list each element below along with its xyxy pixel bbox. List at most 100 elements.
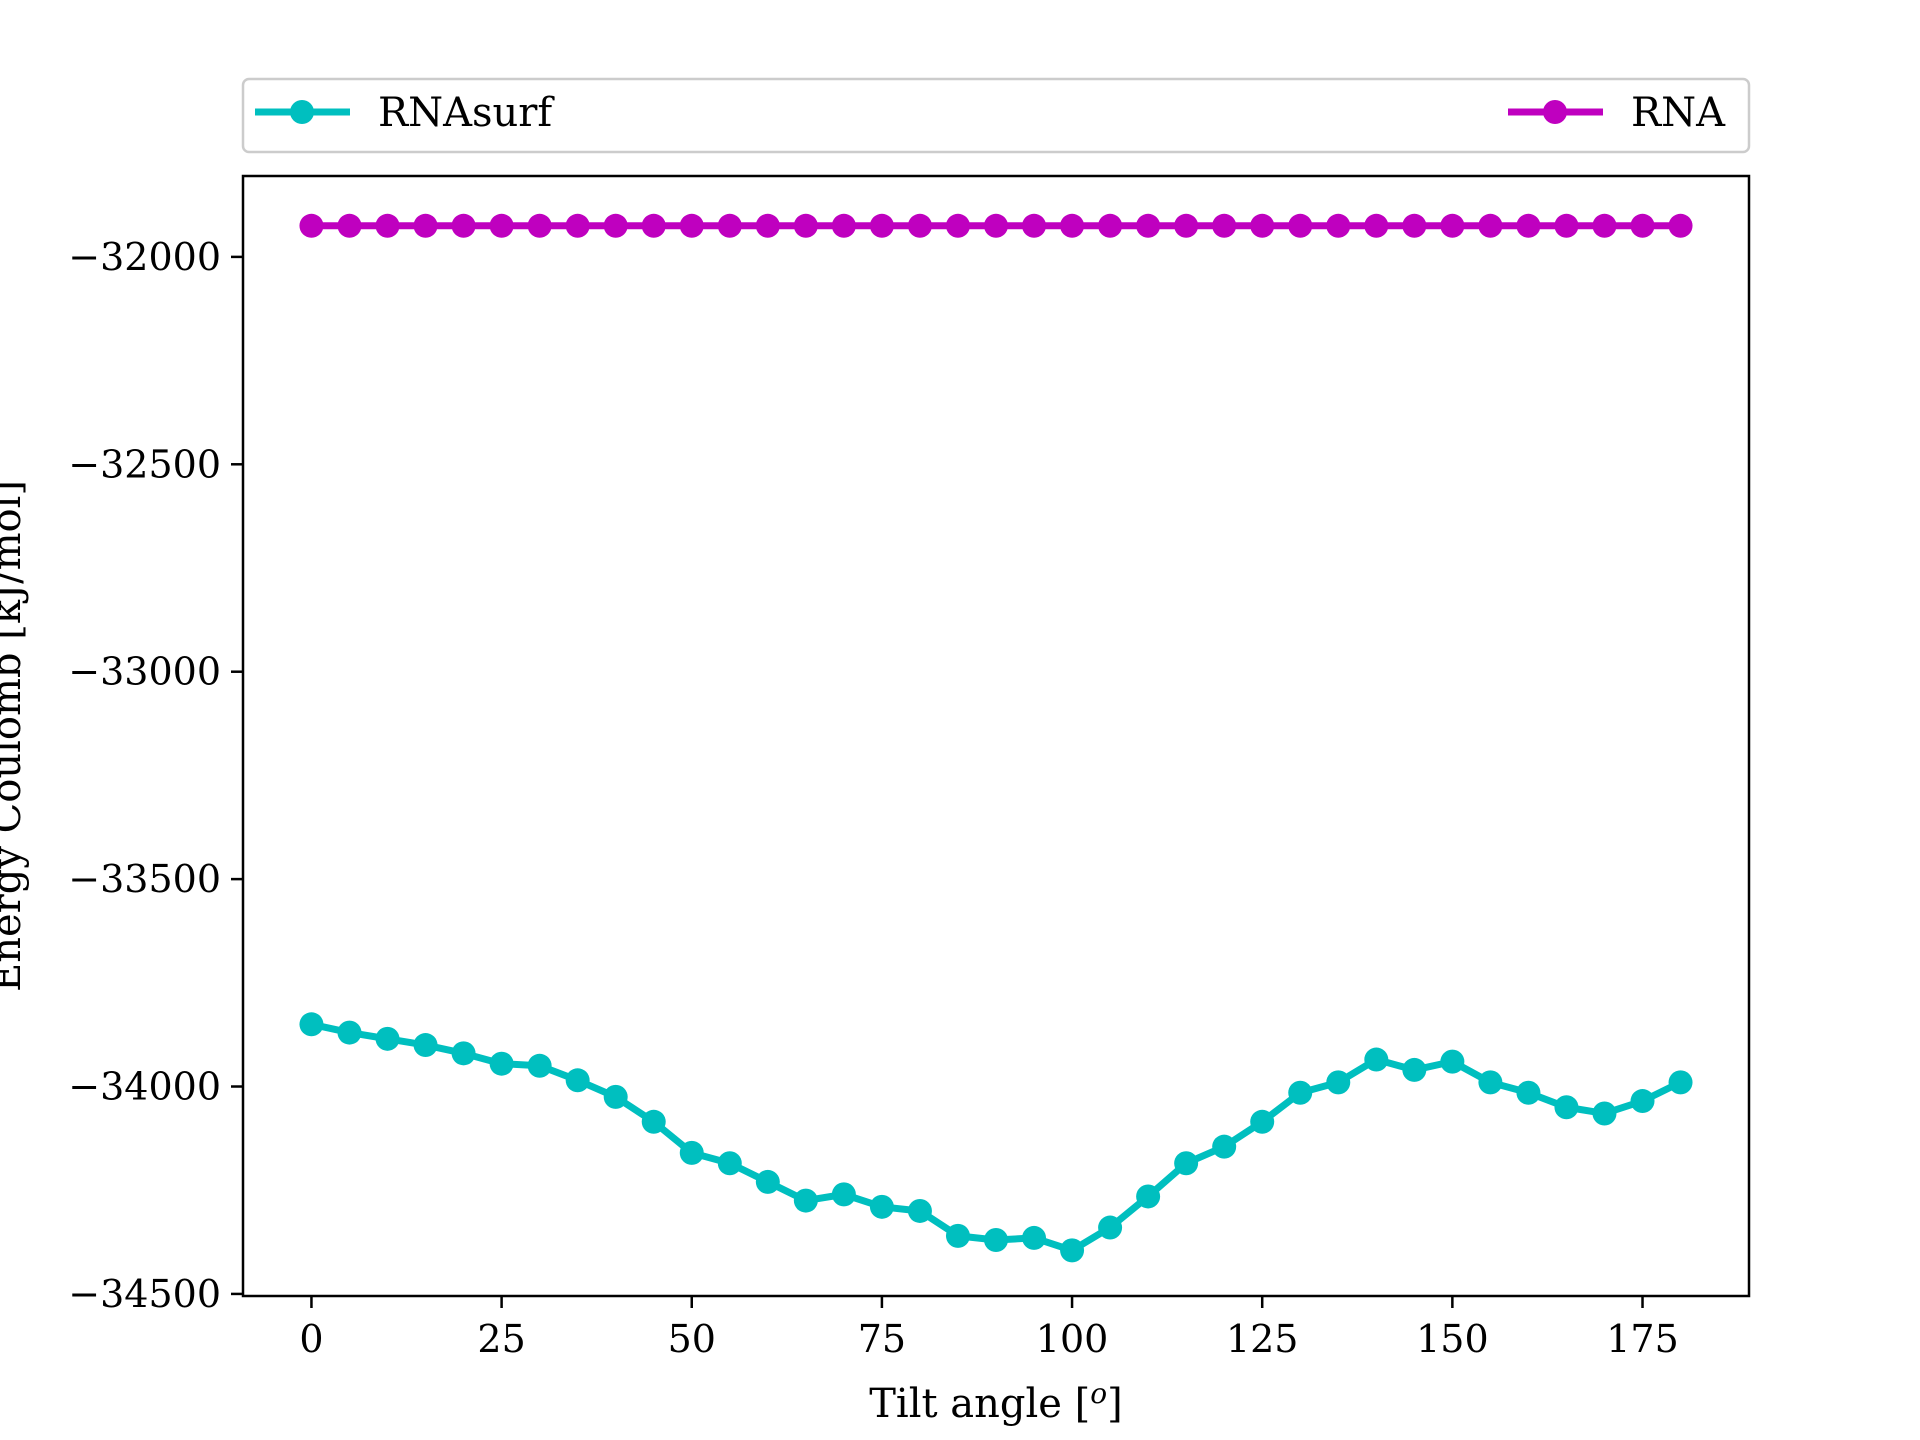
data-point bbox=[793, 1188, 818, 1213]
data-point bbox=[1478, 213, 1503, 238]
data-point bbox=[679, 1140, 704, 1165]
data-point bbox=[413, 213, 438, 238]
data-point bbox=[451, 1041, 476, 1066]
y-tick-label: −33500 bbox=[68, 857, 221, 901]
data-point bbox=[527, 213, 552, 238]
x-tick-label: 75 bbox=[858, 1317, 906, 1361]
data-point bbox=[831, 1182, 856, 1207]
y-tick-label: −34000 bbox=[68, 1065, 221, 1109]
data-point bbox=[1174, 213, 1199, 238]
data-point bbox=[641, 213, 666, 238]
x-tick-label: 50 bbox=[668, 1317, 716, 1361]
data-point bbox=[1592, 1101, 1617, 1126]
data-point bbox=[869, 213, 894, 238]
data-point bbox=[793, 213, 818, 238]
data-point bbox=[603, 1084, 628, 1109]
legend: RNAsurf RNA bbox=[241, 77, 1751, 154]
legend-marker-rna bbox=[1543, 100, 1567, 124]
y-axis: −32000 −32500 −33000 −33500 −34000 −34500 bbox=[68, 235, 243, 1316]
data-point bbox=[1630, 1089, 1655, 1114]
data-point bbox=[717, 1151, 742, 1176]
data-point bbox=[641, 1109, 666, 1134]
data-point bbox=[299, 1012, 324, 1037]
data-point bbox=[1022, 1225, 1047, 1250]
data-point bbox=[679, 213, 704, 238]
data-point bbox=[907, 213, 932, 238]
series-rnasurf bbox=[299, 1012, 1693, 1263]
data-point bbox=[489, 213, 514, 238]
series-rna bbox=[299, 213, 1693, 238]
data-point bbox=[1212, 1134, 1237, 1159]
data-point bbox=[1440, 1049, 1465, 1074]
data-point bbox=[337, 213, 362, 238]
x-tick-label: 150 bbox=[1416, 1317, 1489, 1361]
data-point bbox=[1364, 1047, 1389, 1072]
data-point bbox=[1288, 213, 1313, 238]
data-point bbox=[1402, 213, 1427, 238]
y-tick-label: −33000 bbox=[68, 650, 221, 694]
data-point bbox=[375, 213, 400, 238]
data-point bbox=[1440, 213, 1465, 238]
y-tick-label: −32000 bbox=[68, 235, 221, 279]
data-point bbox=[1212, 213, 1237, 238]
data-point bbox=[1250, 213, 1275, 238]
data-point bbox=[1174, 1151, 1199, 1176]
data-point bbox=[603, 213, 628, 238]
x-tick-label: 175 bbox=[1606, 1317, 1679, 1361]
data-point bbox=[1060, 213, 1085, 238]
data-point bbox=[1136, 1184, 1161, 1209]
series-line-rnasurf bbox=[310, 1020, 1683, 1254]
data-point bbox=[717, 213, 742, 238]
data-point bbox=[1668, 213, 1693, 238]
data-point bbox=[1288, 1080, 1313, 1105]
data-point bbox=[984, 213, 1008, 238]
plot-area bbox=[299, 213, 1693, 1263]
data-point bbox=[527, 1053, 552, 1078]
data-point bbox=[1668, 1070, 1693, 1095]
data-point bbox=[1592, 213, 1617, 238]
data-point bbox=[565, 1068, 590, 1093]
data-point bbox=[1098, 213, 1123, 238]
data-point bbox=[1250, 1109, 1275, 1134]
legend-frame bbox=[241, 77, 1751, 154]
data-point bbox=[984, 1228, 1008, 1252]
legend-entry-rnasurf: RNAsurf bbox=[255, 90, 555, 136]
data-point bbox=[375, 1026, 400, 1051]
x-tick-label: 0 bbox=[299, 1317, 323, 1361]
y-axis-label: Energy Coulomb [kJ/mol] bbox=[0, 480, 30, 992]
data-point bbox=[945, 1223, 970, 1248]
x-tick-label: 125 bbox=[1226, 1317, 1299, 1361]
legend-entry-rna: RNA bbox=[1508, 90, 1726, 136]
data-point bbox=[1364, 213, 1389, 238]
data-point bbox=[413, 1033, 438, 1058]
legend-label-rna: RNA bbox=[1631, 90, 1726, 136]
data-point bbox=[1326, 1070, 1351, 1095]
data-point bbox=[869, 1194, 894, 1219]
data-point bbox=[1478, 1070, 1503, 1095]
data-point bbox=[451, 213, 476, 238]
x-axis: 0 25 50 75 100 125 150 175 bbox=[299, 1296, 1679, 1361]
legend-marker-rnasurf bbox=[290, 100, 314, 124]
x-axis-label: Tilt angle [o] bbox=[869, 1377, 1123, 1427]
data-point bbox=[831, 213, 856, 238]
legend-label-rnasurf: RNAsurf bbox=[378, 90, 555, 136]
data-point bbox=[1022, 213, 1047, 238]
data-point bbox=[1630, 213, 1655, 238]
data-point bbox=[337, 1020, 362, 1045]
y-tick-label: −32500 bbox=[68, 442, 221, 486]
data-point bbox=[755, 213, 780, 238]
data-point bbox=[565, 213, 590, 238]
x-tick-label: 100 bbox=[1036, 1317, 1109, 1361]
x-tick-label: 25 bbox=[477, 1317, 525, 1361]
y-tick-label: −34500 bbox=[68, 1272, 221, 1316]
data-point bbox=[1554, 1095, 1579, 1120]
data-point bbox=[1516, 213, 1541, 238]
data-point bbox=[1516, 1080, 1541, 1105]
data-point bbox=[907, 1198, 932, 1223]
data-point bbox=[755, 1169, 780, 1194]
data-point bbox=[299, 213, 324, 238]
data-point bbox=[1554, 213, 1579, 238]
data-point bbox=[1136, 213, 1161, 238]
plot-frame bbox=[241, 174, 1751, 1298]
